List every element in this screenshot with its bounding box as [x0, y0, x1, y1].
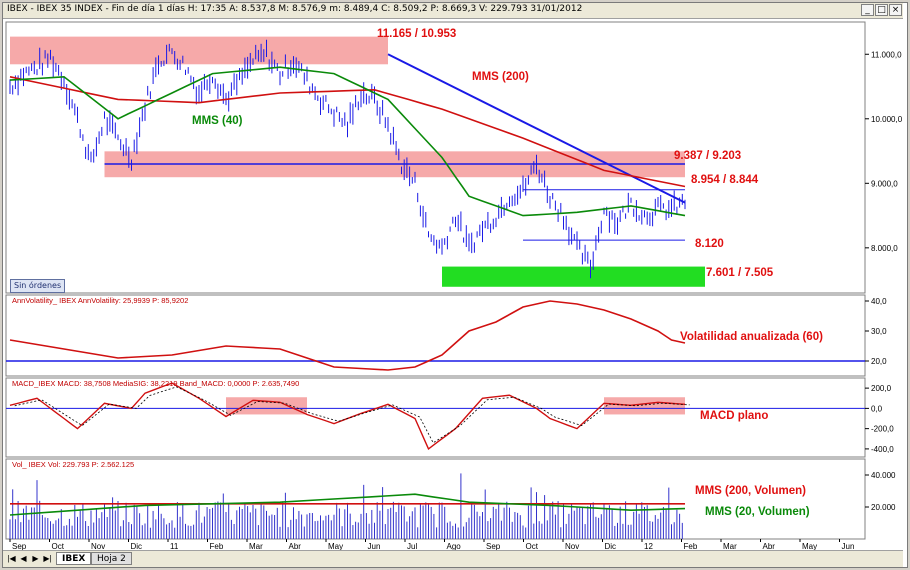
mms200-label: MMS (200) — [472, 71, 529, 83]
y-tick-label: 11.000,0 — [871, 50, 902, 59]
volume-mms200-label: MMS (200, Volumen) — [695, 485, 806, 497]
y-tick-label: 0,0 — [871, 404, 883, 413]
y-tick-label: -400,0 — [871, 445, 894, 454]
level-label: 8.120 — [695, 238, 724, 250]
y-tick-label: 200,0 — [871, 384, 892, 393]
maximize-button[interactable]: □ — [875, 4, 888, 16]
volatility-label: Volatilidad anualizada (60) — [680, 331, 823, 343]
sheet-tab-bar: |◀ ◀ ▶ ▶| IBEX Hoja 2 — [3, 550, 903, 567]
mms40-line — [9, 66, 686, 217]
macd-highlight-box — [226, 397, 307, 415]
x-tick-label: Abr — [289, 542, 302, 551]
y-tick-label: 20.000 — [871, 503, 896, 512]
x-tick-label: Dic — [605, 542, 617, 551]
x-tick-label: Abr — [763, 542, 776, 551]
band-label: 9.387 / 9.203 — [674, 150, 741, 162]
pane-header-volume: Vol_ IBEX Vol: 229.793 P: 2.562.125 — [12, 460, 134, 469]
y-tick-label: 8.000,0 — [871, 244, 898, 253]
sheet-tab-hoja-2[interactable]: Hoja 2 — [91, 552, 132, 565]
title-bar: IBEX - IBEX 35 INDEX - Fin de día 1 días… — [3, 3, 903, 19]
x-tick-label: Mar — [249, 542, 263, 551]
sheet-tab-ibex[interactable]: IBEX — [56, 552, 92, 565]
mms200-line — [9, 76, 686, 188]
y-tick-label: 40,0 — [871, 297, 887, 306]
volume-mms20-label: MMS (20, Volumen) — [705, 506, 810, 518]
x-tick-label: Ago — [447, 542, 462, 551]
window-title: IBEX - IBEX 35 INDEX - Fin de día 1 días… — [7, 4, 583, 14]
orders-button[interactable]: Sin órdenes — [10, 279, 66, 293]
y-tick-label: 30,0 — [871, 327, 887, 336]
downtrend-line — [387, 53, 686, 204]
x-tick-label: 12 — [644, 542, 653, 551]
x-tick-label: Mar — [723, 542, 737, 551]
x-tick-label: Feb — [210, 542, 224, 551]
macd-highlight-box — [604, 397, 685, 415]
next-sheet-icon[interactable]: ▶ — [32, 554, 39, 563]
pane-header-macd: MACD_IBEX MACD: 38,7508 MediaSIG: 38,221… — [12, 379, 299, 388]
price-band — [442, 266, 705, 287]
x-tick-label: Jun — [842, 542, 855, 551]
pane-header-volatility: AnnVolatility_ IBEX AnnVolatility: 25,99… — [12, 296, 188, 305]
x-tick-label: Nov — [565, 542, 579, 551]
mms40-label: MMS (40) — [192, 115, 243, 127]
pane-volume — [5, 458, 866, 540]
x-tick-label: May — [328, 542, 343, 551]
first-sheet-icon[interactable]: |◀ — [7, 554, 16, 563]
x-tick-label: Sep — [12, 542, 27, 551]
x-tick-label: Sep — [486, 542, 501, 551]
y-tick-label: 40.000 — [871, 471, 896, 480]
minimize-button[interactable]: _ — [861, 4, 874, 16]
x-tick-label: Feb — [684, 542, 698, 551]
macd-label: MACD plano — [700, 410, 768, 422]
y-tick-label: 20,0 — [871, 357, 887, 366]
prev-sheet-icon[interactable]: ◀ — [20, 554, 27, 563]
x-tick-label: 11 — [170, 542, 179, 551]
pane-volatility — [5, 294, 866, 377]
x-tick-label: Jun — [368, 542, 381, 551]
volatility-line — [9, 300, 686, 371]
x-tick-label: Oct — [526, 542, 539, 551]
x-tick-label: May — [802, 542, 817, 551]
volume-mms20-line — [9, 493, 686, 516]
x-tick-label: Dic — [131, 542, 143, 551]
y-tick-label: 9.000,0 — [871, 179, 898, 188]
y-tick-label: -200,0 — [871, 425, 894, 434]
band-label: 11.165 / 10.953 — [377, 28, 456, 40]
close-button[interactable]: × — [889, 4, 902, 16]
x-tick-label: Oct — [52, 542, 65, 551]
y-tick-label: 10.000,0 — [871, 115, 903, 124]
level-label: 8.954 / 8.844 — [691, 174, 759, 186]
last-sheet-icon[interactable]: ▶| — [43, 554, 52, 563]
x-tick-label: Nov — [91, 542, 105, 551]
band-label: 7.601 / 7.505 — [706, 267, 774, 279]
x-tick-label: Jul — [407, 542, 417, 551]
price-band — [10, 36, 388, 65]
